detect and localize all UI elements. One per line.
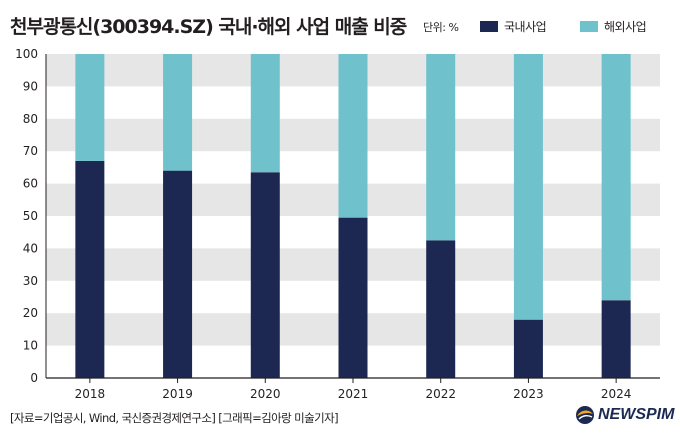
bar-domestic-2019 [163,170,193,378]
y-tick-label: 70 [23,144,38,158]
bar-domestic-2023 [513,319,543,378]
bar-overseas-2023 [513,54,543,320]
bar-domestic-2022 [426,240,456,378]
y-tick-label: 60 [23,177,38,191]
legend-item-overseas: 해외사업 [580,18,647,35]
y-tick-label: 100 [15,47,38,61]
bar-domestic-2024 [601,300,631,378]
y-tick-label: 20 [23,306,38,320]
legend-item-domestic: 국내사업 [480,18,547,35]
legend-label-domestic: 국내사업 [504,20,547,34]
bar-overseas-2022 [426,54,456,241]
x-tick-label: 2021 [338,387,369,401]
bar-overseas-2020 [250,54,280,173]
x-tick-label: 2023 [513,387,544,401]
bar-domestic-2020 [250,172,280,378]
y-tick-label: 30 [23,274,38,288]
bar-domestic-2018 [75,160,105,378]
x-tick-label: 2022 [425,387,456,401]
newspim-logo-text: NEWSPIM [598,406,675,423]
chart-title: 천부광통신(300394.SZ) 국내·해외 사업 매출 비중 [10,16,407,38]
y-tick-label: 10 [23,339,38,353]
unit-label: 단위: % [423,21,459,34]
x-tick-label: 2018 [75,387,106,401]
legend-label-overseas: 해외사업 [604,20,647,34]
bar-overseas-2024 [601,54,631,301]
x-tick-label: 2020 [250,387,281,401]
x-tick-label: 2019 [162,387,193,401]
bar-overseas-2021 [338,54,368,218]
x-tick-label: 2024 [601,387,632,401]
y-tick-label: 90 [23,79,38,93]
newspim-logo: NEWSPIM [575,405,674,425]
y-tick-label: 50 [23,209,38,223]
source-credit: [자료=기업공시, Wind, 국신증권경제연구소] [그래픽=김아랑 미술기자… [10,411,339,425]
bar-domestic-2021 [338,217,368,378]
bar-overseas-2019 [163,54,193,171]
legend-swatch-overseas [580,21,598,32]
legend-swatch-domestic [480,21,498,32]
y-tick-label: 0 [30,371,38,385]
y-tick-label: 80 [23,112,38,126]
bar-overseas-2018 [75,54,105,161]
y-tick-label: 40 [23,241,38,255]
newspim-logo-icon [576,406,594,424]
